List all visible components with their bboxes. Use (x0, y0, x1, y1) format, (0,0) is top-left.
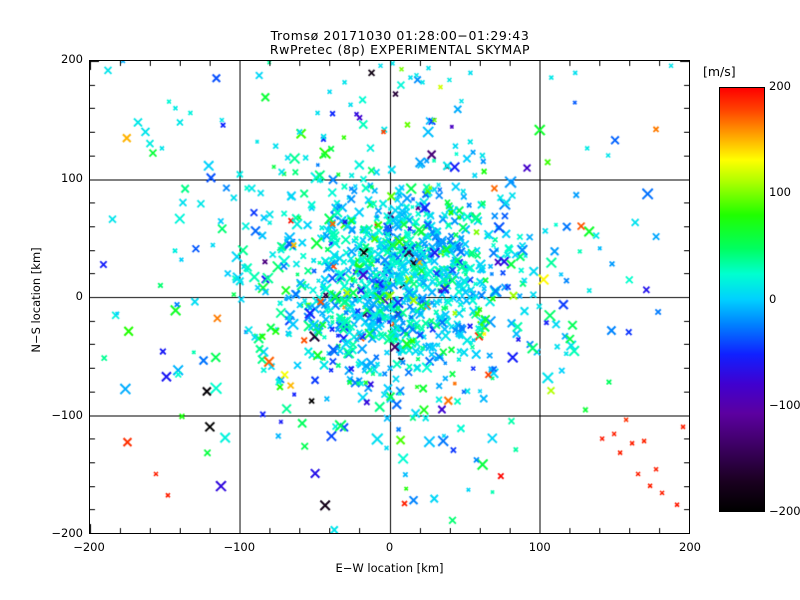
x-tick-label: 100 (528, 540, 551, 554)
scatter-canvas (90, 61, 689, 533)
colorbar-tick-label: −200 (769, 504, 800, 518)
y-tick-label: −100 (51, 407, 83, 422)
x-tick-label: −100 (223, 540, 256, 554)
colorbar-tick-label: 200 (769, 79, 791, 93)
y-tick-label: 0 (75, 289, 83, 303)
y-tick-label: −200 (51, 526, 83, 540)
colorbar-gradient (719, 87, 765, 512)
colorbar-title: [m/s] (703, 64, 736, 79)
y-tick-label: 100 (61, 170, 83, 185)
x-tick-label: 200 (679, 540, 701, 554)
colorbar-tick-label: 0 (769, 291, 777, 306)
colorbar-tick-label: 100 (769, 185, 791, 200)
colorbar-tick-label: −100 (769, 397, 800, 412)
colorbar (719, 87, 765, 512)
figure-title-line2: RwPretec (8p) EXPERIMENTAL SKYMAP (269, 42, 531, 57)
x-axis-label: E−W location [km] (335, 561, 444, 575)
plot-area (89, 60, 690, 534)
figure-title-line1: Tromsø 20171030 01:28:00−01:29:43 (270, 28, 530, 43)
x-tick-label: −200 (73, 540, 105, 554)
y-tick-label: 200 (61, 52, 83, 66)
x-tick-label: 0 (385, 540, 394, 554)
